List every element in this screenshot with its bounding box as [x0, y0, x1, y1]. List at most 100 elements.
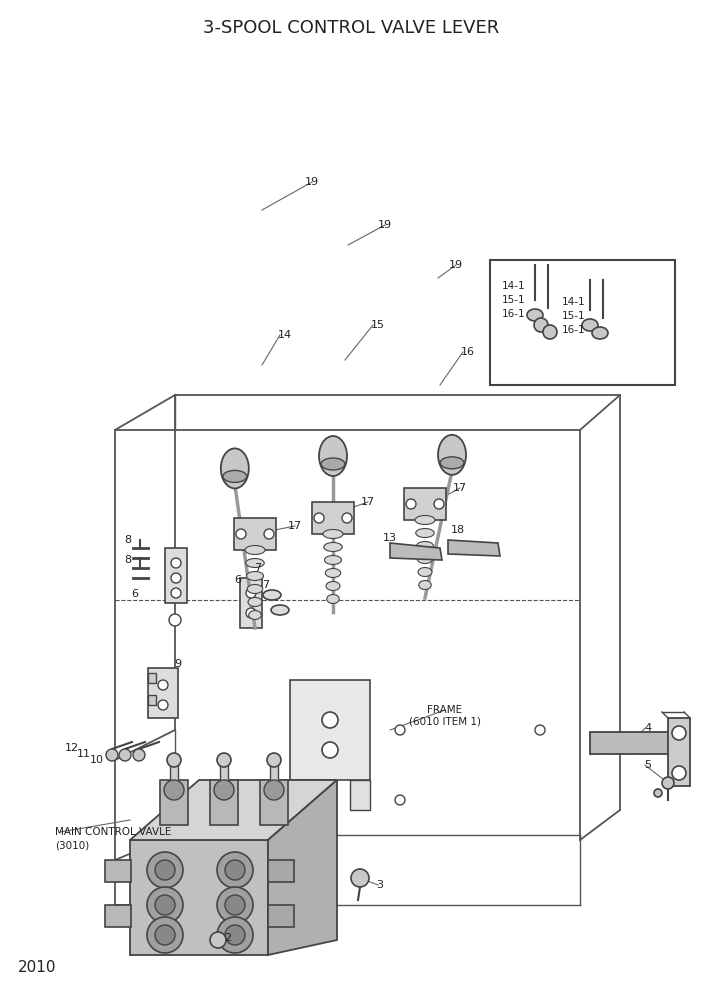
Text: 5: 5: [644, 760, 651, 770]
Circle shape: [155, 895, 175, 915]
Ellipse shape: [221, 448, 249, 488]
Ellipse shape: [271, 605, 289, 615]
Text: 11: 11: [77, 749, 91, 759]
Text: 19: 19: [449, 260, 463, 270]
Bar: [170, 760, 178, 782]
Circle shape: [246, 588, 256, 598]
Ellipse shape: [415, 516, 435, 525]
Circle shape: [106, 749, 118, 761]
Text: 19: 19: [305, 177, 319, 187]
Circle shape: [217, 917, 253, 953]
Bar: [105, 905, 131, 927]
Text: FRAME: FRAME: [428, 705, 463, 715]
Circle shape: [322, 742, 338, 758]
Bar: [268, 905, 294, 927]
Polygon shape: [130, 840, 268, 955]
Bar: [240, 578, 262, 628]
Circle shape: [167, 753, 181, 767]
Text: (3010): (3010): [55, 840, 89, 850]
Ellipse shape: [247, 584, 263, 593]
Bar: [148, 673, 156, 683]
Text: 9: 9: [174, 659, 182, 669]
Circle shape: [119, 749, 131, 761]
Text: 17: 17: [453, 483, 467, 493]
Polygon shape: [448, 540, 500, 556]
Text: 6: 6: [234, 575, 241, 585]
Ellipse shape: [417, 555, 432, 563]
Bar: [590, 732, 670, 754]
Text: 19: 19: [378, 220, 392, 230]
Polygon shape: [390, 543, 442, 560]
Circle shape: [147, 852, 183, 888]
Circle shape: [395, 795, 405, 805]
Bar: [490, 260, 675, 385]
Text: 2: 2: [225, 933, 232, 943]
Text: 17: 17: [288, 521, 302, 531]
Circle shape: [225, 925, 245, 945]
Circle shape: [395, 725, 405, 735]
Bar: [165, 548, 187, 603]
Circle shape: [133, 749, 145, 761]
Polygon shape: [268, 780, 337, 955]
Bar: [290, 780, 310, 810]
Bar: [148, 668, 178, 718]
Circle shape: [264, 780, 284, 800]
Ellipse shape: [324, 556, 341, 564]
Text: 14: 14: [278, 330, 292, 340]
Ellipse shape: [416, 542, 434, 551]
Circle shape: [217, 852, 253, 888]
Bar: [105, 860, 131, 882]
Bar: [668, 718, 690, 786]
Circle shape: [236, 529, 246, 539]
Ellipse shape: [326, 594, 339, 603]
Ellipse shape: [324, 543, 343, 552]
Text: 6: 6: [131, 589, 138, 599]
Ellipse shape: [249, 610, 261, 619]
Text: 8: 8: [124, 555, 131, 565]
Circle shape: [314, 513, 324, 523]
Ellipse shape: [263, 590, 281, 600]
Text: 16: 16: [461, 347, 475, 357]
Ellipse shape: [527, 309, 543, 321]
Text: 16-1: 16-1: [562, 325, 585, 335]
Circle shape: [171, 573, 181, 583]
Ellipse shape: [416, 529, 435, 538]
Circle shape: [158, 700, 168, 710]
Text: MAIN CONTROL VAVLE: MAIN CONTROL VAVLE: [55, 827, 171, 837]
Circle shape: [534, 318, 548, 332]
Text: 2010: 2010: [18, 960, 56, 975]
Circle shape: [322, 712, 338, 728]
Circle shape: [210, 932, 226, 948]
Text: 13: 13: [383, 533, 397, 543]
Text: 18: 18: [451, 525, 465, 535]
Circle shape: [267, 753, 281, 767]
Circle shape: [217, 887, 253, 923]
Circle shape: [158, 680, 168, 690]
Ellipse shape: [440, 457, 464, 469]
Ellipse shape: [319, 436, 347, 476]
Ellipse shape: [246, 558, 264, 567]
Text: 3: 3: [376, 880, 383, 890]
Ellipse shape: [223, 470, 246, 482]
Ellipse shape: [323, 530, 343, 539]
Polygon shape: [404, 488, 446, 520]
Text: 12: 12: [65, 743, 79, 753]
Text: 8: 8: [124, 535, 131, 545]
Ellipse shape: [246, 571, 263, 580]
Bar: [160, 780, 188, 825]
Text: 17: 17: [361, 497, 375, 507]
Ellipse shape: [419, 580, 431, 589]
Ellipse shape: [592, 327, 608, 339]
Text: 14-1: 14-1: [562, 297, 585, 307]
Circle shape: [155, 860, 175, 880]
Bar: [220, 760, 228, 782]
Text: 14-1: 14-1: [502, 281, 526, 291]
Bar: [270, 760, 278, 782]
Text: 7: 7: [263, 580, 270, 590]
Ellipse shape: [245, 546, 265, 555]
Circle shape: [169, 614, 181, 626]
Circle shape: [434, 499, 444, 509]
Circle shape: [225, 895, 245, 915]
Text: 7: 7: [254, 563, 262, 573]
Ellipse shape: [321, 458, 345, 470]
